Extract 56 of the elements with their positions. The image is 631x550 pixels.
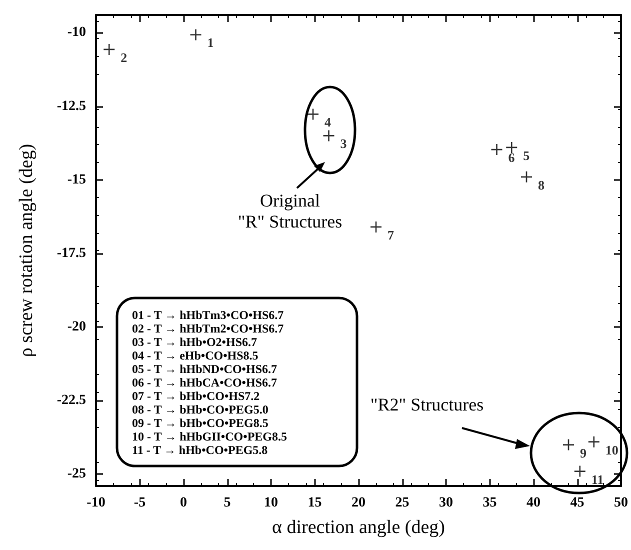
x-axis-title: α direction angle (deg) (272, 517, 445, 538)
x-tick-label: 40 (526, 496, 540, 510)
series-label: 8 (538, 177, 545, 192)
y-tick-label: -17.5 (56, 246, 86, 261)
point (190, 29, 202, 40)
x-tick-label: -10 (86, 496, 106, 510)
annotation: 06 - T → hHbCA•CO•HS6.7 (132, 375, 277, 390)
series-label: 2 (120, 50, 128, 65)
x-tick-label: 35 (482, 496, 497, 510)
x-tick-label: -5 (134, 496, 146, 510)
point (588, 436, 600, 448)
annotation: 08 - T → bHb•CO•PEG5.0 (132, 402, 268, 416)
y-tick-label: -12.5 (56, 98, 86, 114)
x-tick-label: 50 (614, 496, 628, 510)
y-tick-label: -25 (67, 466, 86, 482)
annotation: 02 - T → hHbTm2•CO•HS6.7 (132, 321, 284, 336)
series-label: 3 (340, 136, 348, 152)
annotation: 05 - T → hHbND•CO•HS6.7 (132, 362, 277, 376)
annotation: Original "R" Structures (238, 190, 342, 232)
series-label: 1 (207, 35, 214, 50)
point (323, 130, 334, 142)
y-tick-label: -22.5 (56, 393, 86, 408)
x-tick-label: 30 (439, 496, 453, 510)
y-axis-title: ρ screw rotation angle (deg) (16, 144, 37, 358)
point (521, 171, 532, 182)
point (563, 439, 574, 450)
point (574, 466, 586, 477)
annotation: 11 - T → hHb•CO•PEG5.8 (132, 442, 268, 457)
x-tick-label: 45 (570, 496, 584, 510)
point (104, 44, 115, 55)
y-tick-label: -15 (67, 172, 86, 188)
x-tick-label: 0 (180, 496, 187, 510)
series-label: 5 (523, 148, 530, 163)
series-label: 9 (580, 445, 587, 460)
annotation: 03 - T → hHb•O2•HS6.7 (132, 334, 257, 349)
annotation: 07 - T → bHb•CO•HS7.2 (132, 388, 260, 403)
series-label: 10 (605, 442, 618, 458)
legend-label: 11 (591, 472, 604, 487)
annotation: 09 - T → bHb•CO•PEG8.5 (132, 416, 268, 430)
annotation: 10 - T → hHbGII•CO•PEG8.5 (132, 429, 287, 444)
y-tick-label: -10 (67, 25, 86, 40)
x-tick-label: 5 (224, 496, 231, 510)
series-label: 4 (324, 114, 332, 130)
annotation: "R2" Structures (370, 394, 484, 414)
x-tick-label: 25 (395, 496, 410, 510)
x-tick-label: 20 (352, 496, 366, 510)
point (308, 108, 318, 120)
point (491, 144, 502, 156)
annotation: 01 - T → hHbTm3•CO•HS6.7 (132, 308, 284, 322)
series-label: 7 (388, 227, 394, 242)
x-tick-label: 15 (308, 496, 322, 510)
series-label: 6 (508, 150, 516, 166)
y-tick-label: -20 (67, 320, 86, 335)
annotation: 04 - T → eHb•CO•HS8.5 (132, 348, 258, 362)
point (506, 142, 518, 153)
x-tick-label: 10 (264, 496, 278, 510)
